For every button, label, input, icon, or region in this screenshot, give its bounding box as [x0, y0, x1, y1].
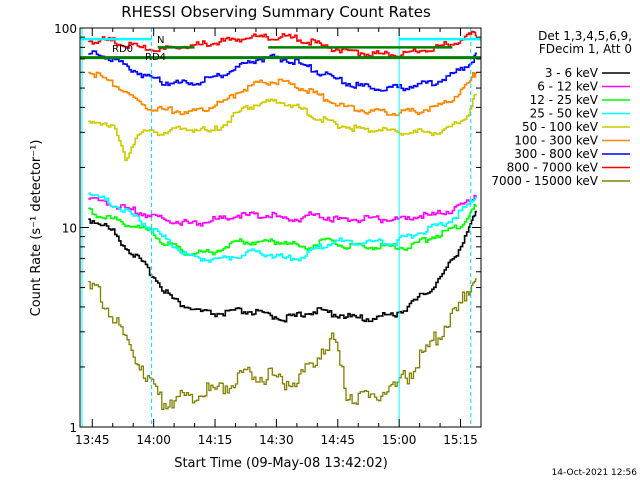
x-tick-label-5: 15:00 — [382, 433, 417, 447]
series-line-5 — [88, 93, 477, 162]
series-line-2 — [88, 194, 477, 227]
legend-label-6: 100 - 300 keV — [514, 134, 598, 148]
series-line-8 — [88, 30, 477, 58]
series-line-7 — [88, 50, 477, 92]
series-layer — [88, 30, 477, 410]
timestamp: 14-Oct-2021 12:56 — [552, 468, 638, 478]
series-line-6 — [88, 71, 477, 117]
rd0-label: RD0 — [112, 44, 133, 55]
series-line-3 — [88, 204, 477, 256]
series-line-4 — [88, 192, 477, 263]
axis-layer: 13:45 14:00 14:15 14:30 14:45 15:00 15:15 1 10 10… — [54, 22, 481, 447]
legend-label-7: 300 - 800 keV — [514, 147, 598, 161]
y-tick-label-2: 100 — [54, 22, 77, 36]
series-line-1 — [88, 210, 477, 323]
x-tick-label-6: 15:15 — [443, 433, 478, 447]
legend-label-2: 6 - 12 keV — [537, 80, 599, 94]
n-label: N — [157, 35, 164, 46]
x-tick-label-2: 14:15 — [198, 433, 233, 447]
legend: Det 1,3,4,5,6,9, FDecim 1, Att 0 3 - 6 k… — [491, 29, 632, 188]
x-tick-label-3: 14:30 — [259, 433, 294, 447]
y-tick-label-0: 1 — [69, 421, 77, 435]
legend-label-1: 3 - 6 keV — [545, 66, 599, 80]
legend-label-4: 25 - 50 keV — [530, 107, 599, 121]
x-tick-label-1: 14:00 — [136, 433, 171, 447]
legend-label-3: 12 - 25 keV — [530, 93, 599, 107]
legend-label-8: 800 - 7000 keV — [507, 161, 599, 175]
x-tick-label-0: 13:45 — [75, 433, 110, 447]
legend-header-line-2: FDecim 1, Att 0 — [539, 42, 632, 56]
legend-label-5: 50 - 100 keV — [522, 120, 599, 134]
rd4-label: RD4 — [145, 52, 166, 63]
x-tick-label-4: 14:45 — [320, 433, 355, 447]
legend-header-line-1: Det 1,3,4,5,6,9, — [538, 29, 632, 43]
y-tick-label-1: 10 — [62, 222, 77, 236]
y-axis-label: Count Rate (s⁻¹ detector⁻¹) — [29, 140, 44, 317]
x-axis-label: Start Time (09-May-08 13:42:02) — [174, 456, 388, 471]
series-line-9 — [88, 278, 477, 410]
chart-title: RHESSI Observing Summary Count Rates — [121, 3, 431, 21]
legend-label-9: 7000 - 15000 keV — [491, 174, 598, 188]
